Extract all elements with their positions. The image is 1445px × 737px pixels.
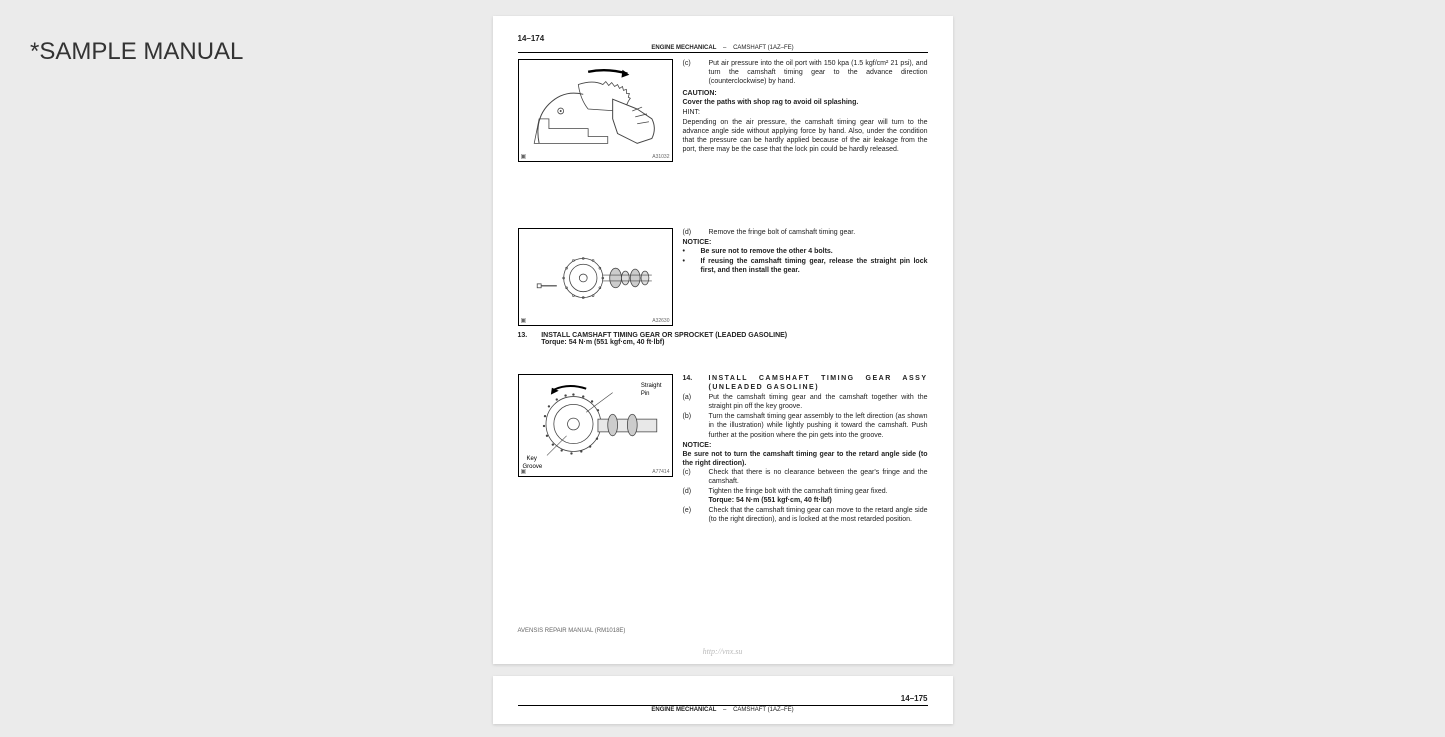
figure-icon: ▣: [521, 153, 527, 160]
step-13-num: 13.: [518, 332, 528, 346]
step-14-content: 14. INSTALL CAMSHAFT TIMING GEAR ASSY (U…: [683, 374, 928, 526]
fig3-key-label: Key: [527, 456, 537, 462]
step-14d-torque: Torque: 54 N·m (551 kgf·cm, 40 ft·lbf): [709, 497, 832, 504]
header-sep: –: [723, 707, 726, 713]
hint-text: Depending on the air pressure, the camsh…: [683, 118, 928, 154]
step-14a-text: Put the camshaft timing gear and the cam…: [709, 393, 928, 411]
step-14e-marker: (e): [683, 506, 699, 524]
step-14c-marker: (c): [683, 468, 699, 486]
step-14e-text: Check that the camshaft timing gear can …: [709, 506, 928, 524]
manual-page-1: 14–174 ENGINE MECHANICAL – CAMSHAFT (1AZ…: [493, 16, 953, 664]
bullet-marker: •: [683, 247, 691, 256]
figure-2: ▣ A32630: [518, 228, 673, 326]
section-step-d: ▣ A32630 (d) Remove the fringe bolt of c…: [518, 168, 928, 326]
step-c-marker: (c): [683, 59, 699, 86]
figure-icon: ▣: [521, 468, 527, 475]
step-14c-text: Check that there is no clearance between…: [709, 468, 928, 486]
page-2-number: 14–175: [518, 694, 928, 703]
step-14d-marker: (d): [683, 487, 699, 505]
bullet-1-text: Be sure not to remove the other 4 bolts.: [701, 247, 928, 256]
header-sep: –: [723, 45, 726, 51]
step-14d-text: Tighten the fringe bolt with the camshaf…: [709, 487, 928, 505]
fig3-straight-label: Straight: [641, 383, 662, 389]
page-header: ENGINE MECHANICAL – CAMSHAFT (1AZ–FE): [518, 45, 928, 53]
page-number: 14–174: [518, 34, 928, 43]
step-14b-text: Turn the camshaft timing gear assembly t…: [709, 412, 928, 439]
section-step-14: Straight Pin Key Groove ▣ A77414 14. INS…: [518, 374, 928, 526]
figure-icon: ▣: [521, 317, 527, 324]
footer-url: http://vnx.su: [703, 647, 743, 656]
header-subsection: CAMSHAFT (1AZ–FE): [733, 707, 794, 713]
step-14a-marker: (a): [683, 393, 699, 411]
figure-1-id: A31032: [652, 154, 669, 160]
step-14b-marker: (b): [683, 412, 699, 439]
step-14-num: 14.: [683, 374, 699, 392]
step-14d-text-inner: Tighten the fringe bolt with the camshaf…: [709, 488, 888, 495]
notice-2-text: Be sure not to turn the camshaft timing …: [683, 450, 928, 468]
figure-3: Straight Pin Key Groove ▣ A77414: [518, 374, 673, 477]
page-2-header: ENGINE MECHANICAL – CAMSHAFT (1AZ–FE): [518, 705, 928, 713]
page-footer: AVENSIS REPAIR MANUAL (RM1018E): [518, 628, 626, 634]
hint-label: HINT:: [683, 108, 928, 117]
step-13: 13. INSTALL CAMSHAFT TIMING GEAR OR SPRO…: [518, 332, 928, 346]
step-13-title: INSTALL CAMSHAFT TIMING GEAR OR SPROCKET…: [541, 332, 927, 339]
figure-3-id: A77414: [652, 469, 669, 475]
step-14-title: INSTALL CAMSHAFT TIMING GEAR ASSY (UNLEA…: [709, 374, 928, 392]
header-section: ENGINE MECHANICAL: [651, 707, 716, 713]
step-d-marker: (d): [683, 228, 699, 237]
caution-label: CAUTION:: [683, 89, 928, 98]
step-c-text: Put air pressure into the oil port with …: [709, 59, 928, 86]
section-step-c: ▣ A31032 (c) Put air pressure into the o…: [518, 59, 928, 162]
sample-watermark: *SAMPLE MANUAL: [30, 38, 243, 66]
bullet-marker: •: [683, 257, 691, 275]
step-d-text: Remove the fringe bolt of camshaft timin…: [709, 228, 928, 237]
figure-1: ▣ A31032: [518, 59, 673, 162]
notice-2-label: NOTICE:: [683, 441, 928, 450]
step-13-torque: Torque: 54 N·m (551 kgf·cm, 40 ft·lbf): [541, 339, 927, 346]
bullet-2-text: If reusing the camshaft timing gear, rel…: [701, 257, 928, 275]
fig3-pin-label: Pin: [641, 391, 650, 397]
step-d-content: (d) Remove the fringe bolt of camshaft t…: [683, 168, 928, 326]
manual-page-2: 14–175 ENGINE MECHANICAL – CAMSHAFT (1AZ…: [493, 676, 953, 724]
figure-2-id: A32630: [652, 318, 669, 324]
step-c-content: (c) Put air pressure into the oil port w…: [683, 59, 928, 162]
header-section: ENGINE MECHANICAL: [651, 45, 716, 51]
header-subsection: CAMSHAFT (1AZ–FE): [733, 45, 794, 51]
caution-text: Cover the paths with shop rag to avoid o…: [683, 98, 928, 107]
notice-label: NOTICE:: [683, 238, 928, 247]
